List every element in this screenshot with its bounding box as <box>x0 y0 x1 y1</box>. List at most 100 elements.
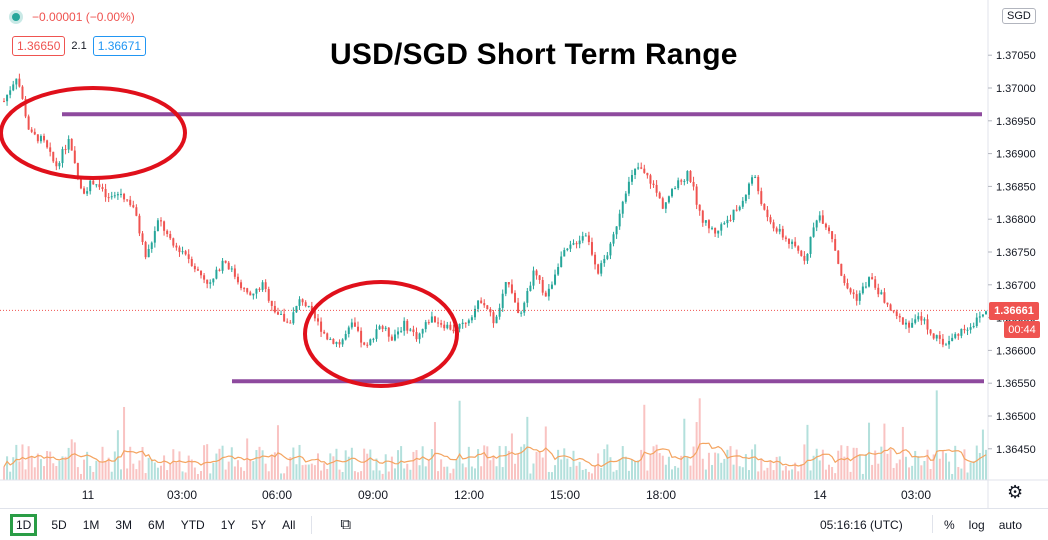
candle-body <box>707 220 710 229</box>
candle-body <box>874 279 877 288</box>
candle-body <box>446 324 449 329</box>
volume-bar <box>153 462 156 480</box>
volume-bar <box>584 468 587 480</box>
candle-body <box>289 322 292 324</box>
volume-bar <box>791 469 794 480</box>
time-tick-label: 09:00 <box>358 488 388 502</box>
candle-body <box>326 333 329 340</box>
candle-body <box>726 219 729 224</box>
candle-body <box>701 210 704 223</box>
volume-bar <box>523 444 526 480</box>
volume-bar <box>393 468 396 480</box>
volume-bar <box>643 404 646 480</box>
candle-body <box>159 220 162 222</box>
candle-body <box>95 184 98 186</box>
volume-bar <box>190 459 193 480</box>
percent-scale-button[interactable]: % <box>944 518 955 532</box>
volume-bar <box>664 464 667 480</box>
candle-body <box>255 288 258 294</box>
range-1y-button[interactable]: 1Y <box>220 517 236 532</box>
candle-body <box>310 305 313 311</box>
volume-bar <box>313 465 316 480</box>
volume-bar <box>895 463 898 480</box>
range-6m-button[interactable]: 6M <box>148 517 165 532</box>
candle-body <box>483 303 486 306</box>
price-chart[interactable]: 1.37050 1.37000 1.36950 1.36900 1.36850 1.368… <box>0 0 1048 508</box>
candle-body <box>86 191 89 194</box>
volume-bar <box>594 465 597 480</box>
candle-body <box>646 172 649 176</box>
volume-bar <box>335 448 338 480</box>
buy-price-button[interactable]: 1.36671 <box>92 36 147 56</box>
volume-bar <box>249 459 252 480</box>
candle-body <box>495 316 498 324</box>
price-tick-label: 1.36900 <box>996 149 1036 161</box>
range-5d-button[interactable]: 5D <box>51 517 67 532</box>
candle-body <box>649 175 652 184</box>
volume-bar <box>655 444 658 480</box>
volume-bar <box>975 445 978 480</box>
volume-bar <box>440 459 443 480</box>
volume-bar <box>267 471 270 480</box>
candle-body <box>43 135 46 141</box>
volume-bar <box>680 455 683 480</box>
candle-body <box>652 183 655 185</box>
candle-body <box>732 209 735 221</box>
range-5y-button[interactable]: 5Y <box>251 517 267 532</box>
candle-body <box>375 329 378 339</box>
candle-body <box>781 228 784 238</box>
range-all-button[interactable]: All <box>282 517 296 532</box>
volume-bar <box>587 471 590 480</box>
volume-bar <box>421 446 424 480</box>
volume-bar <box>360 471 363 480</box>
price-tick-label: 1.37050 <box>996 50 1036 62</box>
calendar-goto-icon[interactable]: ⧉ <box>340 516 352 533</box>
candle-body <box>36 134 39 142</box>
scale-options: % log auto <box>944 518 1022 532</box>
candle-body <box>227 262 230 270</box>
highlight-circle-range <box>303 280 459 388</box>
candle-body <box>347 327 350 335</box>
log-scale-button[interactable]: log <box>968 518 985 532</box>
candle-body <box>344 334 347 340</box>
volume-bar <box>39 459 42 480</box>
volume-bar <box>95 460 98 480</box>
volume-bar <box>61 456 64 480</box>
volume-bar <box>320 470 323 480</box>
range-1d-button[interactable]: 1D <box>10 513 38 536</box>
volume-bar <box>972 461 975 480</box>
volume-bar <box>572 450 575 480</box>
candle-body <box>957 334 960 336</box>
volume-bar <box>209 473 212 480</box>
candle-body <box>172 238 175 246</box>
candle-body <box>951 337 954 341</box>
candle-body <box>166 230 169 235</box>
volume-bar <box>892 467 895 480</box>
utc-clock[interactable]: 05:16:16 (UTC) <box>820 518 903 532</box>
candle-body <box>267 289 270 301</box>
volume-bar <box>978 453 981 480</box>
candle-body <box>123 193 126 200</box>
volume-bar <box>264 463 267 480</box>
range-ytd-button[interactable]: YTD <box>180 517 205 532</box>
range-3m-button[interactable]: 3M <box>115 517 133 532</box>
volume-bar <box>831 467 834 480</box>
volume-bar <box>852 447 855 480</box>
currency-badge[interactable]: SGD <box>1002 8 1036 24</box>
volume-bar <box>683 418 686 480</box>
volume-bar <box>381 473 384 480</box>
candle-body <box>212 278 215 283</box>
sell-price-button[interactable]: 1.36650 <box>12 36 66 56</box>
volume-bar <box>951 473 954 480</box>
candle-body <box>763 203 766 210</box>
candle-body <box>116 194 119 196</box>
range-1m-button[interactable]: 1M <box>82 517 100 532</box>
candle-body <box>92 180 95 185</box>
volume-bar <box>914 450 917 480</box>
candle-body <box>400 330 403 332</box>
candle-body <box>403 320 406 331</box>
gear-icon[interactable]: ⚙ <box>1007 482 1024 502</box>
auto-scale-button[interactable]: auto <box>998 518 1023 532</box>
volume-bar <box>747 470 750 480</box>
volume-bar <box>960 468 963 480</box>
